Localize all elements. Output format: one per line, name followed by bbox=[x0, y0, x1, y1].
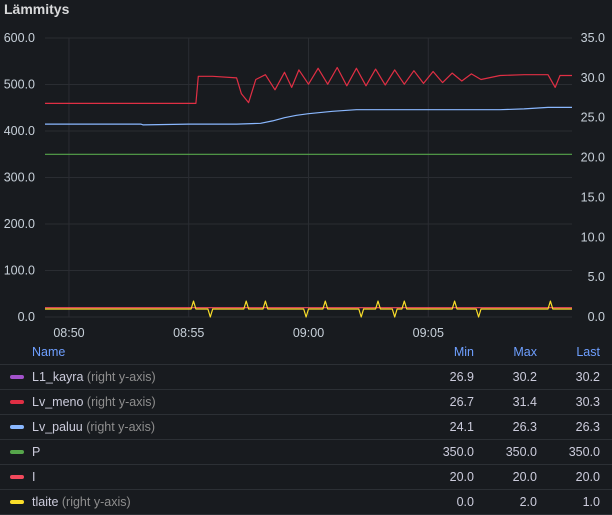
legend-value-min: 20.0 bbox=[449, 470, 474, 484]
right-tick-label: 20.0 bbox=[581, 151, 605, 165]
legend-table: Name Min Max Last L1_kayra (right y-axis… bbox=[0, 340, 612, 515]
legend-row-i[interactable]: I 20.0 20.0 20.0 bbox=[0, 464, 612, 489]
legend-series-name[interactable]: I bbox=[32, 470, 36, 484]
legend-value-last: 350.0 bbox=[568, 445, 600, 459]
line-chart[interactable]: 0.0 100.0 200.0 300.0 400.0 500.0 600.0 0.0 5.0… bbox=[0, 0, 612, 345]
legend-value-last: 30.2 bbox=[575, 370, 600, 384]
left-tick-label: 600.0 bbox=[4, 31, 35, 45]
series-color-swatch bbox=[10, 400, 24, 404]
right-tick-label: 35.0 bbox=[581, 31, 605, 45]
left-tick-label: 0.0 bbox=[18, 310, 35, 324]
left-y-axis: 0.0 100.0 200.0 300.0 400.0 500.0 600.0 bbox=[4, 31, 35, 324]
right-axis-note: (right y-axis) bbox=[58, 495, 131, 509]
legend-header-max[interactable]: Max bbox=[513, 345, 537, 359]
legend-value-max: 2.0 bbox=[519, 495, 537, 509]
right-y-axis: 0.0 5.0 10.0 15.0 20.0 25.0 30.0 35.0 bbox=[581, 31, 605, 324]
legend-row-lv-paluu[interactable]: Lv_paluu (right y-axis) 24.1 26.3 26.3 bbox=[0, 414, 612, 439]
right-tick-label: 10.0 bbox=[581, 230, 605, 244]
legend-series-name[interactable]: Lv_paluu (right y-axis) bbox=[32, 420, 155, 434]
legend-header-name[interactable]: Name bbox=[32, 345, 66, 359]
right-axis-note: (right y-axis) bbox=[83, 395, 156, 409]
series-line-lv-meno[interactable] bbox=[45, 66, 572, 105]
series-line-tlaite[interactable] bbox=[45, 300, 572, 318]
legend-value-max: 26.3 bbox=[512, 420, 537, 434]
series-line-lv-paluu[interactable] bbox=[45, 106, 572, 126]
legend-row-l1-kayra[interactable]: L1_kayra (right y-axis) 26.9 30.2 30.2 bbox=[0, 364, 612, 389]
left-tick-label: 200.0 bbox=[4, 217, 35, 231]
legend-header-row: Name Min Max Last bbox=[0, 340, 612, 364]
legend-value-min: 350.0 bbox=[442, 445, 474, 459]
legend-series-name[interactable]: L1_kayra (right y-axis) bbox=[32, 370, 156, 384]
series-color-swatch bbox=[10, 375, 24, 379]
legend-value-min: 26.9 bbox=[449, 370, 474, 384]
left-tick-label: 500.0 bbox=[4, 78, 35, 92]
legend-value-last: 20.0 bbox=[575, 470, 600, 484]
legend-series-name[interactable]: P bbox=[32, 445, 41, 459]
series-color-swatch bbox=[10, 450, 24, 454]
right-tick-label: 5.0 bbox=[588, 270, 605, 284]
legend-value-last: 30.3 bbox=[575, 395, 600, 409]
right-tick-label: 30.0 bbox=[581, 71, 605, 85]
legend-value-max: 20.0 bbox=[512, 470, 537, 484]
left-tick-label: 100.0 bbox=[4, 264, 35, 278]
legend-row-p[interactable]: P 350.0 350.0 350.0 bbox=[0, 439, 612, 464]
x-axis: 08:50 08:55 09:00 09:05 bbox=[53, 326, 444, 340]
series-color-swatch bbox=[10, 500, 24, 504]
legend-value-max: 30.2 bbox=[512, 370, 537, 384]
x-tick-label: 08:50 bbox=[53, 326, 84, 340]
legend-row-tlaite[interactable]: tlaite (right y-axis) 0.0 2.0 1.0 bbox=[0, 489, 612, 515]
legend-series-name[interactable]: Lv_meno (right y-axis) bbox=[32, 395, 156, 409]
right-tick-label: 25.0 bbox=[581, 111, 605, 125]
legend-value-last: 1.0 bbox=[582, 495, 600, 509]
legend-value-last: 26.3 bbox=[575, 420, 600, 434]
right-axis-note: (right y-axis) bbox=[82, 420, 155, 434]
legend-value-min: 24.1 bbox=[449, 420, 474, 434]
legend-value-min: 26.7 bbox=[449, 395, 474, 409]
legend-header-min[interactable]: Min bbox=[453, 345, 474, 359]
legend-value-min: 0.0 bbox=[456, 495, 474, 509]
right-tick-label: 0.0 bbox=[588, 310, 605, 324]
legend-value-max: 350.0 bbox=[505, 445, 537, 459]
panel-title: Lämmitys bbox=[4, 1, 70, 17]
legend-header-last[interactable]: Last bbox=[576, 345, 600, 359]
right-axis-note: (right y-axis) bbox=[83, 370, 156, 384]
right-tick-label: 15.0 bbox=[581, 190, 605, 204]
series-layer bbox=[45, 66, 572, 318]
left-tick-label: 400.0 bbox=[4, 124, 35, 138]
x-tick-label: 09:05 bbox=[413, 326, 444, 340]
legend-value-max: 31.4 bbox=[512, 395, 537, 409]
left-tick-label: 300.0 bbox=[4, 171, 35, 185]
x-tick-label: 08:55 bbox=[173, 326, 204, 340]
legend-series-name[interactable]: tlaite (right y-axis) bbox=[32, 495, 131, 509]
series-color-swatch bbox=[10, 475, 24, 479]
series-color-swatch bbox=[10, 425, 24, 429]
x-tick-label: 09:00 bbox=[293, 326, 324, 340]
legend-row-lv-meno[interactable]: Lv_meno (right y-axis) 26.7 31.4 30.3 bbox=[0, 389, 612, 414]
chart-grid bbox=[45, 37, 572, 318]
